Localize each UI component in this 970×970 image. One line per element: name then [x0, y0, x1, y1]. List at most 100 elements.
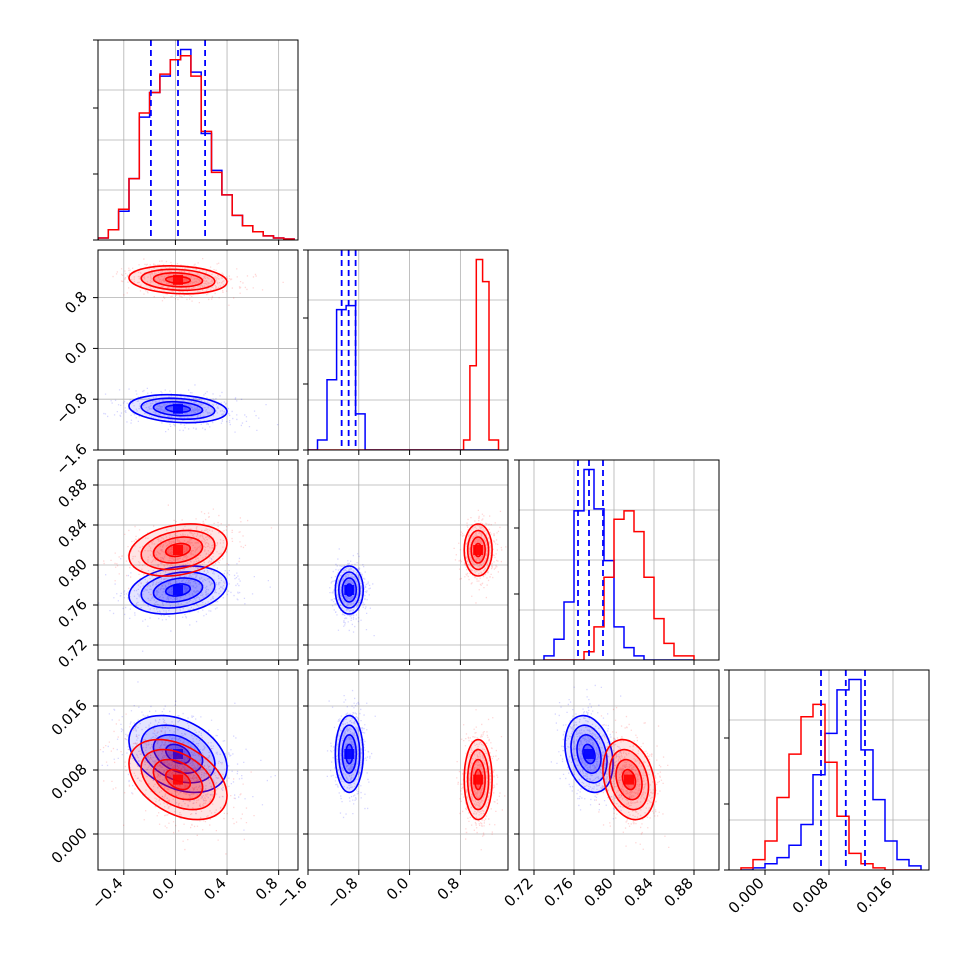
red-contour-line	[463, 738, 493, 821]
red-contour-line	[128, 738, 228, 821]
x-tick-label: 0.88	[660, 874, 696, 910]
x-tick-label: −0.4	[88, 874, 126, 912]
panel-frame	[97, 249, 299, 451]
red-contour-line	[473, 768, 483, 791]
panel-plot-area	[98, 460, 298, 660]
red-contour-line	[466, 748, 490, 811]
red-contour-line	[152, 758, 204, 801]
blue-contour-line	[152, 400, 204, 417]
x-tick-label: 0.4	[200, 874, 230, 904]
blue-contour-line	[344, 583, 354, 597]
blue-contour-line	[164, 743, 192, 765]
blue-contour-line	[128, 393, 228, 424]
y-tick-label: 0.76	[54, 595, 90, 631]
red-scatter-points	[98, 258, 284, 306]
blue-contour-line	[337, 571, 361, 609]
blue-contour-line	[344, 743, 354, 765]
blue-contour-line	[164, 583, 192, 597]
blue-contour-line	[164, 404, 192, 414]
histogram-panel-0	[93, 39, 299, 245]
y-tick-label: −1.6	[52, 440, 90, 478]
red-contour-line	[621, 768, 637, 791]
y-tick-label: 0.88	[54, 475, 90, 511]
red-contour-line	[140, 268, 216, 292]
blue-density-peak	[173, 403, 183, 414]
red-contour-line	[470, 758, 486, 801]
y-tick-label: 0.008	[48, 760, 91, 803]
x-tick-label: 0.016	[853, 874, 896, 917]
histogram-panel-1	[303, 249, 509, 455]
red-scatter-points	[98, 504, 273, 611]
blue-contour-line	[152, 577, 204, 603]
red-contour-line	[463, 523, 493, 577]
panel-plot-area	[308, 670, 508, 870]
red-contour-line	[164, 275, 192, 285]
y-tick-label: 0.84	[54, 515, 90, 551]
red-contour-line	[140, 529, 216, 571]
blue-contour-line	[341, 577, 358, 603]
y-tick-label: 0.0	[61, 339, 91, 369]
red-contour-line	[152, 536, 204, 564]
blue-contour-line	[582, 743, 596, 765]
blue-density-peak	[584, 749, 594, 759]
blue-contour-line	[337, 724, 361, 784]
histogram-plot-area	[729, 670, 929, 870]
red-contour-line	[615, 758, 643, 801]
panel-2-0	[93, 459, 299, 665]
red-contour-line	[164, 768, 192, 791]
panel-2-1	[303, 459, 509, 665]
blue-contour-line	[570, 724, 608, 784]
panel-plot-area	[308, 460, 508, 660]
red-histogram-step	[98, 54, 295, 240]
y-tick-label: 0.80	[54, 555, 90, 591]
red-contour-line	[473, 542, 483, 558]
x-tick-label: 0.76	[540, 874, 576, 910]
histogram-panel-3	[724, 669, 930, 875]
panel-frame	[307, 459, 509, 661]
blue-histogram-step	[308, 304, 499, 450]
panel-plot-area	[519, 670, 719, 870]
x-tick-label: 0.0	[149, 874, 179, 904]
x-tick-label: 0.84	[620, 874, 656, 910]
blue-density-peak	[344, 749, 355, 759]
blue-contour-line	[140, 397, 216, 421]
red-density-peak	[473, 545, 484, 555]
red-contour-line	[470, 536, 486, 564]
red-histogram-step	[544, 510, 695, 660]
red-contour-line	[128, 265, 228, 295]
x-tick-label: −0.8	[323, 874, 361, 912]
red-density-peak	[173, 545, 183, 555]
red-contour-line	[608, 748, 650, 811]
blue-contour-line	[341, 733, 358, 774]
red-contour-line	[152, 272, 204, 288]
red-contour-line	[140, 748, 216, 811]
x-tick-label: −1.6	[272, 874, 310, 912]
y-tick-label: 0.72	[54, 635, 90, 671]
y-tick-label: 0.000	[48, 824, 91, 867]
x-tick-label: 0.000	[725, 874, 768, 917]
x-tick-label: 0.80	[580, 874, 616, 910]
red-contour-line	[466, 529, 490, 571]
blue-density-peak	[173, 749, 183, 759]
panel-3-1	[303, 669, 509, 875]
panel-1-0	[93, 249, 299, 455]
red-density-peak	[473, 774, 484, 785]
blue-density-peak	[344, 585, 355, 595]
panel-3-2	[514, 669, 720, 875]
histogram-plot-area	[98, 40, 298, 240]
red-density-peak	[624, 774, 634, 785]
histogram-panel-2	[514, 459, 720, 665]
x-tick-label: 0.0	[383, 874, 413, 904]
red-contour-line	[164, 542, 192, 558]
blue-density-peak	[173, 585, 183, 595]
x-tick-label: 0.008	[789, 874, 832, 917]
panel-plot-area	[98, 250, 298, 450]
panel-frame	[97, 39, 299, 241]
panel-3-0	[93, 669, 299, 875]
red-density-peak	[173, 274, 183, 285]
histogram-plot-area	[308, 250, 508, 450]
panel-frame	[518, 459, 720, 661]
blue-contour-line	[140, 571, 216, 609]
red-contour-line	[128, 523, 228, 577]
red-density-peak	[173, 774, 183, 785]
